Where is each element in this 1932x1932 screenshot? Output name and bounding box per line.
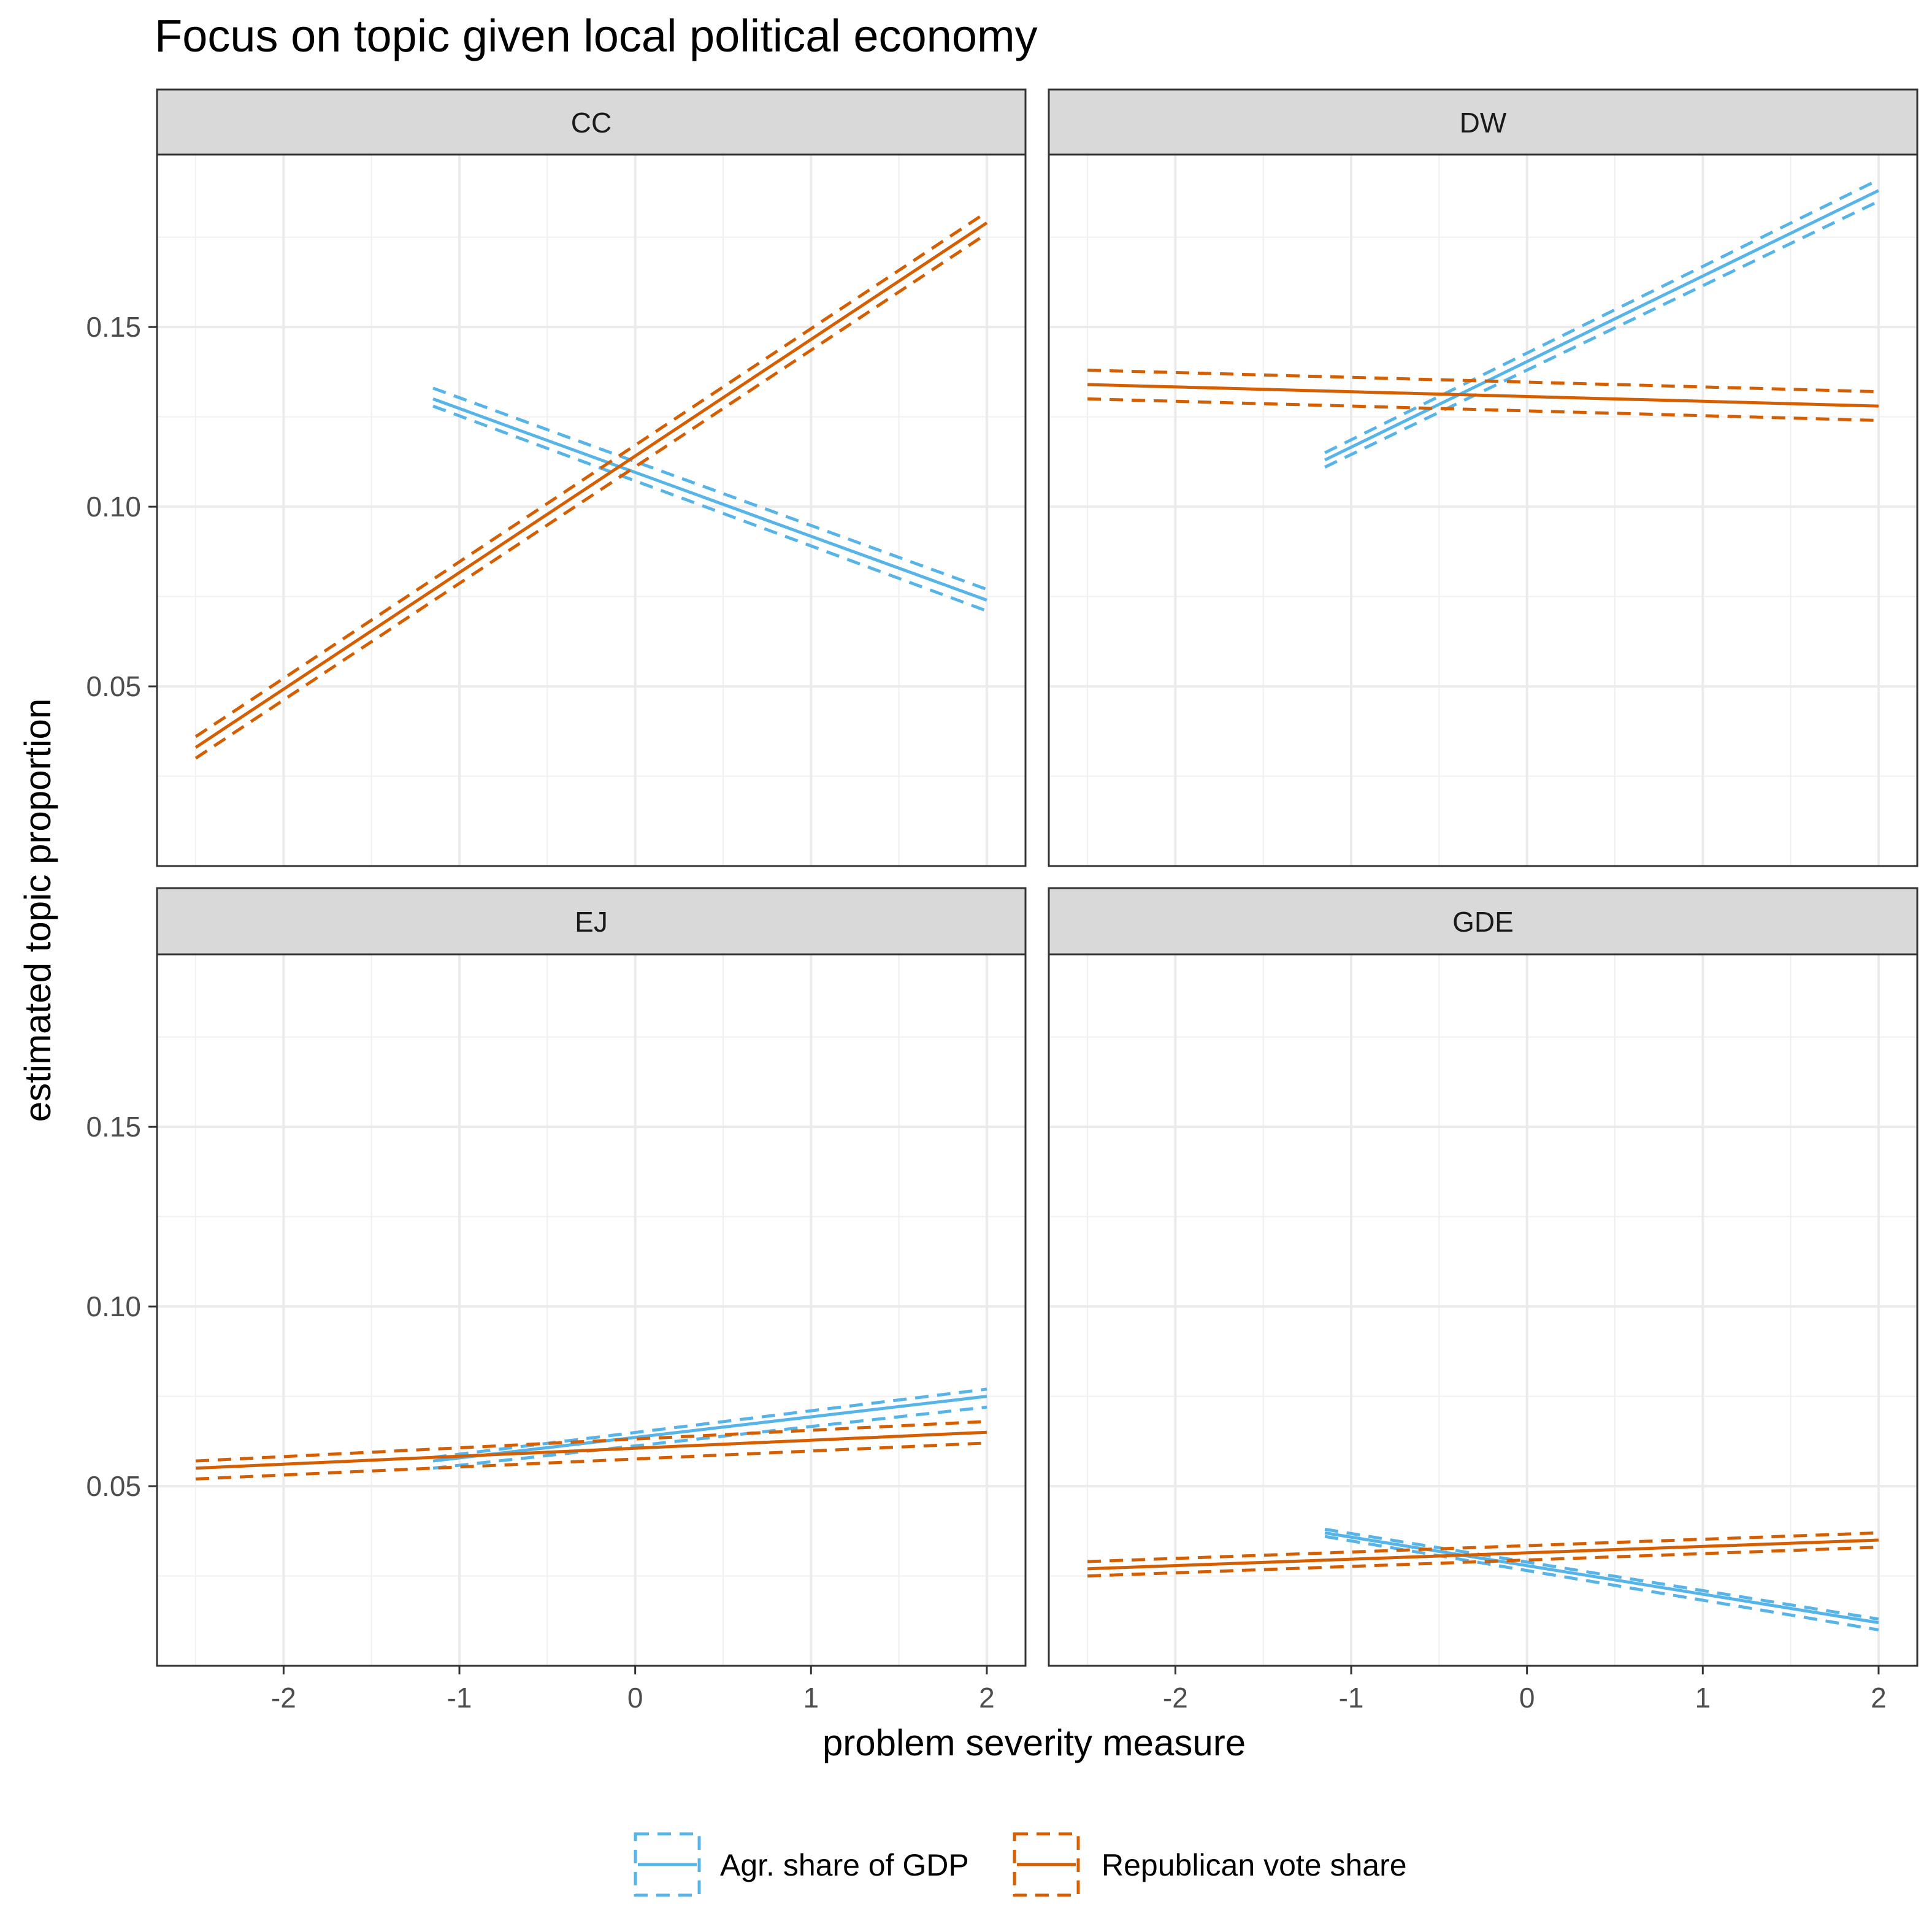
series-agr-line <box>1324 189 1880 462</box>
legend: Agr. share of GDP Republican vote share <box>634 1832 1407 1897</box>
panel-border <box>1048 953 1919 1667</box>
series-agr-lower-bound <box>1324 199 1880 469</box>
x-tick-label: 2 <box>1871 1682 1887 1714</box>
x-tick-label: -2 <box>1163 1682 1188 1714</box>
y-tick-label: 0.15 <box>86 311 141 343</box>
facet-strip <box>156 88 1027 156</box>
panel-background <box>157 155 1025 866</box>
panel-background <box>1049 954 1917 1666</box>
panel-border <box>1048 153 1919 867</box>
panel-background <box>1049 155 1917 866</box>
legend-key-bounds <box>634 1832 701 1897</box>
legend-item-agr: Agr. share of GDP <box>634 1832 969 1897</box>
series-agr-line <box>1324 1531 1879 1625</box>
panel-ej: EJ 0.05 0.10 0.15 -2 -1 0 1 2 <box>86 887 1027 1714</box>
gridlines <box>157 155 1025 866</box>
panel-background <box>157 954 1025 1666</box>
gridlines <box>1049 954 1917 1666</box>
y-tick-label: 0.10 <box>86 491 141 523</box>
y-tick-label: 0.10 <box>86 1290 141 1322</box>
series-agr-lower-bound <box>432 404 987 613</box>
legend-item-rep: Republican vote share <box>1013 1832 1407 1897</box>
x-tick-label: 0 <box>1519 1682 1535 1714</box>
legend-label: Agr. share of GDP <box>720 1848 969 1882</box>
panel-cc: CC 0.05 0.10 0.15 <box>86 88 1027 867</box>
facet-strip <box>1048 887 1919 956</box>
series-rep-line <box>1087 383 1879 408</box>
series-agr-upper-bound <box>1324 178 1880 454</box>
panel-gde: GDE -2 -1 0 1 2 <box>1048 887 1919 1714</box>
series-agr-upper-bound <box>432 1387 987 1459</box>
y-axis-title: estimated topic proportion <box>17 699 58 1122</box>
gridlines <box>157 954 1025 1666</box>
series-layer <box>1087 1527 1879 1631</box>
legend-key-bounds <box>1013 1832 1080 1897</box>
series-agr-lower-bound <box>1324 1535 1879 1631</box>
legend-label: Republican vote share <box>1102 1848 1407 1882</box>
panel-dw: DW <box>1048 88 1919 867</box>
series-agr-lower-bound <box>432 1405 987 1470</box>
y-tick-label: 0.15 <box>86 1111 141 1143</box>
panel-border <box>156 153 1027 867</box>
facet-label: EJ <box>575 906 608 938</box>
facet-label: GDE <box>1452 906 1514 938</box>
y-tick-label: 0.05 <box>86 1470 141 1502</box>
x-tick-label: 2 <box>979 1682 995 1714</box>
panel-border <box>156 953 1027 1667</box>
y-tick-label: 0.05 <box>86 670 141 702</box>
x-tick-label: 0 <box>627 1682 643 1714</box>
facet-label: CC <box>571 107 611 139</box>
x-tick-label: 1 <box>803 1682 819 1714</box>
facet-strip <box>1048 88 1919 156</box>
series-layer <box>194 210 988 760</box>
series-agr-line <box>432 1395 987 1463</box>
facet-strip <box>156 887 1027 956</box>
series-rep-lower-bound <box>194 232 988 760</box>
series-rep-line <box>195 1430 987 1470</box>
series-layer <box>1087 178 1880 469</box>
series-agr-upper-bound <box>432 386 987 591</box>
x-tick-label: -1 <box>447 1682 472 1714</box>
chart-title: Focus on topic given local political eco… <box>155 10 1038 61</box>
x-tick-label: -2 <box>271 1682 296 1714</box>
series-agr-line <box>432 397 987 602</box>
series-rep-line <box>1087 1538 1879 1571</box>
x-tick-label: -1 <box>1339 1682 1364 1714</box>
series-agr-upper-bound <box>1324 1527 1879 1621</box>
series-rep-upper-bound <box>194 210 988 738</box>
x-axis-title: problem severity measure <box>822 1722 1246 1763</box>
x-tick-label: 1 <box>1695 1682 1711 1714</box>
facet-label: DW <box>1460 107 1507 139</box>
series-rep-line <box>194 221 988 749</box>
series-layer <box>195 1387 987 1481</box>
